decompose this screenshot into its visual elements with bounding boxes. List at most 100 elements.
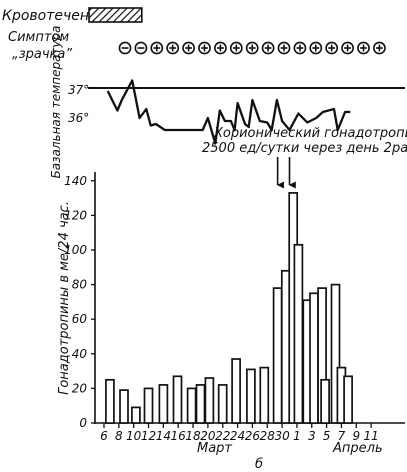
bbt-line <box>106 79 351 145</box>
bar <box>172 375 183 424</box>
x-tick-label: 6 <box>100 429 108 443</box>
x-tick-label: 18 <box>185 429 201 443</box>
circle-outline <box>277 41 291 55</box>
plus-circle-icon <box>325 41 339 55</box>
x-tick-label: 8 <box>115 429 123 443</box>
bars <box>105 192 353 424</box>
circle-outline <box>261 41 275 55</box>
circle-outline <box>229 41 243 55</box>
bar <box>293 243 304 424</box>
plus-circle-icon <box>341 41 354 55</box>
month-label-april: Апрель <box>332 441 383 456</box>
plus-circle-icon <box>198 41 211 55</box>
circle-outline <box>372 41 386 55</box>
plus-circle-icon <box>166 41 180 55</box>
bar <box>131 406 141 424</box>
hcg-arrows <box>276 157 296 189</box>
y-tick-label: 140 <box>64 174 87 188</box>
bar <box>195 384 206 424</box>
bleeding-bar <box>88 7 143 23</box>
bar <box>309 292 319 424</box>
y-tick-label: 100 <box>64 243 87 257</box>
circle-outline <box>341 41 354 55</box>
circle-outline <box>245 41 259 55</box>
pupil-symptom-label-line1: Симптом <box>8 30 69 45</box>
bar <box>330 283 341 424</box>
x-tick-label: 20 <box>200 429 216 443</box>
circle-outline <box>198 41 211 55</box>
plus-circle-icon <box>372 41 386 55</box>
bar <box>217 384 228 424</box>
plus-circle-icon <box>261 41 275 55</box>
x-tick-label: 3 <box>308 429 316 443</box>
y-tick-label: 0 <box>79 416 87 430</box>
x-tick-label: 26 <box>245 429 261 443</box>
circle-outline <box>166 41 180 55</box>
bar <box>343 375 353 424</box>
bar <box>259 366 270 424</box>
bar <box>186 387 197 424</box>
x-tick-label: 14 <box>156 429 171 443</box>
hcg-annotation-line2: 2500 ед/сутки через день 2раза <box>202 141 407 156</box>
hcg-annotation-line1: Хорионический гонадотропин <box>213 126 407 141</box>
plus-circle-icon <box>293 41 307 55</box>
y-tick-label: 20 <box>72 381 88 395</box>
circle-outline <box>118 41 132 55</box>
circle-outline <box>309 41 323 55</box>
bar <box>143 387 154 424</box>
circle-outline <box>357 41 370 55</box>
x-ticks: 6 8 10 12 14 16 18 20 22 24 26 28 30 1 3 5 7 9 11 <box>100 423 379 443</box>
plus-circle-icon <box>213 41 227 55</box>
bleeding-label: Кровотечение <box>2 8 107 24</box>
bar <box>105 378 115 424</box>
x-tick-label: 22 <box>215 429 230 443</box>
bar <box>158 384 169 424</box>
x-tick-label: 24 <box>230 429 245 443</box>
month-label-march: Март <box>197 441 232 456</box>
x-tick-label: 1 <box>293 429 301 443</box>
circle-outline <box>150 41 164 55</box>
y-axis-title: Гонадотропины в ме/24 час. <box>57 201 72 395</box>
circle-outline <box>134 41 148 55</box>
minus-circle-icon <box>134 41 148 55</box>
temp-36-label: 36° <box>68 111 89 125</box>
x-tick-label: 16 <box>171 429 187 443</box>
y-tick-label: 120 <box>64 208 87 222</box>
x-tick-label: 11 <box>363 429 378 443</box>
circle-outline <box>182 41 195 55</box>
bar <box>119 389 129 424</box>
bar <box>272 287 283 424</box>
plus-circle-icon <box>357 41 370 55</box>
y-tick-label: 60 <box>72 312 88 326</box>
pupil-symptom-label-line2: „зрачка” <box>12 47 72 62</box>
circle-outline <box>213 41 227 55</box>
plus-circle-icon <box>150 41 164 55</box>
plus-circle-icon <box>277 41 291 55</box>
y-tick-label: 40 <box>72 347 88 361</box>
x-tick-label: 12 <box>141 429 156 443</box>
bar <box>246 368 256 424</box>
plus-circle-icon <box>182 41 195 55</box>
panel-letter: б <box>255 457 263 472</box>
x-tick-label: 10 <box>126 429 142 443</box>
bar <box>231 358 241 424</box>
pupil-symptom-row <box>118 41 386 55</box>
circle-outline <box>325 41 339 55</box>
temp-37-label: 37° <box>68 83 89 97</box>
minus-circle-icon <box>118 41 132 55</box>
circle-outline <box>293 41 307 55</box>
x-tick-label: 5 <box>323 429 331 443</box>
plus-circle-icon <box>245 41 259 55</box>
plus-circle-icon <box>229 41 243 55</box>
x-tick-label: 9 <box>352 429 360 443</box>
bar <box>320 378 330 424</box>
x-tick-label: 30 <box>274 429 290 443</box>
bar <box>204 377 215 424</box>
bbt-axis-label: Базальная температура <box>49 26 63 179</box>
plus-circle-icon <box>309 41 323 55</box>
x-tick-label: 28 <box>260 429 276 443</box>
y-ticks: 0 20 40 60 80 100 120 140 <box>64 174 95 430</box>
y-tick-label: 80 <box>72 278 88 292</box>
x-tick-label: 7 <box>338 429 346 443</box>
